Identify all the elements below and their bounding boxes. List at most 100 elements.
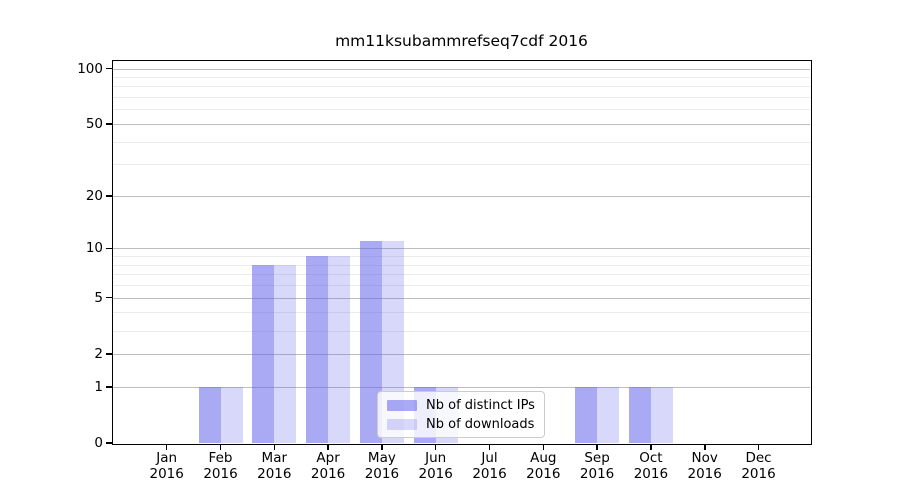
bar-nb-of-downloads (328, 256, 351, 443)
x-tick-month: Feb (208, 450, 233, 466)
gridline-minor (113, 330, 810, 332)
x-tick-mark (219, 444, 222, 450)
x-tick-year: 2016 (364, 465, 400, 482)
x-tick-month: Jul (481, 450, 498, 466)
y-tick-mark (105, 67, 112, 70)
legend-swatch-icon (387, 418, 417, 430)
legend: Nb of distinct IPs Nb of downloads (377, 391, 545, 438)
bar-nb-of-distinct-ips (198, 386, 221, 443)
x-axis-tick-label: Feb 2016 (189, 450, 253, 482)
x-tick-month: Jun (425, 450, 447, 466)
y-axis-tick-label: 1 (94, 378, 103, 395)
gridline-minor (113, 109, 810, 111)
x-tick-year: 2016 (633, 465, 669, 482)
y-axis-tick-label: 0 (94, 435, 103, 451)
x-tick-month: Oct (639, 450, 663, 466)
y-tick-mark (105, 386, 112, 388)
x-axis-tick-label: May 2016 (350, 450, 414, 482)
x-tick-mark (542, 444, 544, 450)
y-axis-tick-label: 10 (85, 240, 103, 257)
gridline-minor (113, 274, 810, 276)
legend-swatch-icon (387, 399, 417, 411)
gridline-major (113, 195, 810, 197)
x-tick-mark (650, 444, 652, 450)
legend-label: Nb of downloads (426, 416, 535, 432)
x-tick-year: 2016 (203, 465, 238, 482)
y-tick-mark (105, 296, 112, 299)
bar-nb-of-downloads (220, 386, 243, 443)
x-tick-month: May (367, 450, 396, 466)
chart-title: mm11ksubammrefseq7cdf 2016 (335, 32, 588, 50)
x-tick-month: Aug (530, 450, 557, 466)
x-tick-mark (434, 444, 437, 450)
x-tick-month: Apr (316, 450, 340, 466)
gridline-major (113, 386, 810, 388)
y-tick-mark (105, 195, 112, 197)
gridline-major (113, 297, 810, 299)
y-tick-mark (105, 353, 112, 355)
x-axis-tick-label: Jun 2016 (404, 450, 468, 482)
x-axis-tick-label: Jul 2016 (458, 450, 522, 482)
x-tick-year: 2016 (579, 465, 615, 482)
gridline-minor (113, 141, 810, 143)
gridline-major (113, 68, 810, 70)
x-axis-tick-label: Sep 2016 (565, 450, 629, 482)
gridline-minor (113, 97, 810, 99)
legend-entry-nb-of-downloads: Nb of downloads (387, 416, 535, 432)
x-axis-tick-label: Oct 2016 (619, 450, 683, 482)
x-tick-year: 2016 (257, 465, 292, 482)
bar-nb-of-distinct-ips (575, 386, 598, 443)
x-tick-month: Dec (745, 450, 772, 466)
gridline-minor (113, 77, 810, 78)
x-axis-tick-label: Mar 2016 (242, 450, 306, 482)
x-tick-year: 2016 (472, 465, 507, 482)
gridline-minor (113, 312, 810, 314)
y-axis-tick-label: 100 (77, 60, 103, 77)
x-tick-mark (596, 444, 598, 450)
x-tick-month: Mar (261, 450, 288, 466)
gridline-major (113, 123, 810, 125)
y-axis-tick-label: 20 (85, 187, 103, 204)
y-axis-tick-label: 50 (85, 115, 103, 132)
x-tick-mark (327, 444, 329, 450)
x-tick-month: Nov (691, 450, 718, 466)
y-tick-mark (105, 123, 112, 125)
x-tick-year: 2016 (687, 465, 722, 482)
x-tick-mark (165, 444, 168, 450)
plot-area (113, 62, 810, 444)
x-tick-year: 2016 (526, 465, 561, 482)
x-tick-mark (381, 444, 383, 450)
gridline-major (113, 353, 810, 355)
x-axis-tick-label: Aug 2016 (511, 450, 575, 482)
gridline-minor (113, 285, 810, 287)
y-axis-tick-label: 5 (94, 289, 103, 306)
gridline-minor (113, 264, 810, 266)
x-tick-mark (704, 444, 706, 450)
legend-label: Nb of distinct IPs (426, 397, 535, 413)
bar-nb-of-downloads (650, 386, 673, 443)
x-tick-year: 2016 (310, 465, 346, 482)
bar-nb-of-downloads (597, 386, 620, 443)
x-tick-mark (757, 444, 760, 450)
gridline-minor (113, 86, 810, 88)
x-axis-tick-label: Dec 2016 (727, 450, 791, 482)
y-tick-mark (105, 247, 112, 250)
x-tick-year: 2016 (418, 465, 453, 482)
x-axis-tick-label: Nov 2016 (673, 450, 737, 482)
x-axis-tick-label: Apr 2016 (296, 450, 360, 482)
x-tick-year: 2016 (149, 465, 184, 482)
y-axis-tick-label: 2 (94, 345, 103, 362)
x-tick-month: Sep (584, 450, 610, 466)
gridline-minor (113, 164, 810, 166)
bar-nb-of-distinct-ips (628, 386, 651, 443)
bar-nb-of-distinct-ips (306, 256, 329, 443)
bar-nb-of-downloads (274, 264, 297, 443)
legend-entry-nb-of-distinct-ips: Nb of distinct IPs (387, 397, 535, 413)
bar-nb-of-distinct-ips (252, 264, 275, 443)
x-tick-year: 2016 (741, 465, 776, 482)
x-axis-tick-label: Jan 2016 (135, 450, 199, 482)
gridline-minor (113, 256, 810, 258)
x-tick-month: Jan (156, 450, 178, 466)
gridline-major (113, 248, 810, 250)
